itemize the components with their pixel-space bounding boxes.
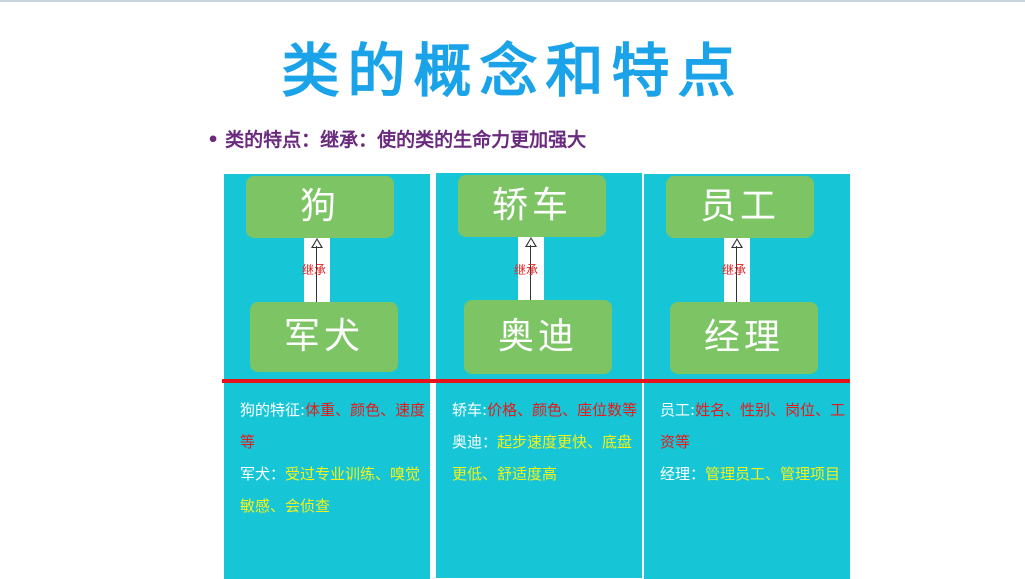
bullet-dot-icon: • xyxy=(207,129,220,151)
panel-description: 员工:姓名、性别、岗位、工资等 经理：管理员工、管理项目 xyxy=(660,394,850,490)
bullet-text: 类的特点：继承：使的类的生命力更加强大 xyxy=(225,129,587,151)
child-class-box: 经理 xyxy=(670,302,818,374)
panel-employee: 员工 继承 经理 员工:姓名、性别、岗位、工资等 经理：管理员工、管理项目 xyxy=(644,174,850,579)
desc-parent-head: 轿车: xyxy=(452,401,488,419)
inheritance-label: 继承 xyxy=(722,263,747,277)
inheritance-connector xyxy=(518,237,544,301)
parent-class-box: 狗 xyxy=(246,176,394,238)
desc-parent-body: 姓名、性别、岗位、工资等 xyxy=(660,401,846,451)
desc-child-body: 受过专业训练、嗅觉敏感、会侦查 xyxy=(240,465,421,515)
desc-child-head: 奥迪： xyxy=(452,433,498,451)
inheritance-label: 继承 xyxy=(514,263,539,277)
desc-parent-body: 价格、颜色、座位数等 xyxy=(487,401,638,419)
desc-child-head: 经理： xyxy=(660,465,706,483)
inheritance-label: 继承 xyxy=(302,263,327,277)
child-class-box: 奥迪 xyxy=(464,300,612,374)
desc-child-body: 管理员工、管理项目 xyxy=(705,465,841,483)
divider-line xyxy=(222,379,850,383)
parent-class-box: 轿车 xyxy=(458,175,606,237)
desc-parent-head: 员工: xyxy=(660,401,696,419)
desc-parent-head: 狗的特征: xyxy=(240,401,306,419)
slide-title: 类的概念和特点 xyxy=(281,37,744,105)
inheritance-connector xyxy=(724,238,750,302)
bullet-point: • 类的特点：继承：使的类的生命力更加强大 xyxy=(207,125,586,152)
child-class-box: 军犬 xyxy=(250,302,398,372)
parent-class-box: 员工 xyxy=(666,176,814,238)
inheritance-connector xyxy=(304,238,330,302)
panel-car: 轿车 继承 奥迪 轿车:价格、颜色、座位数等 奥迪：起步速度更快、底盘更低、舒适… xyxy=(436,173,642,578)
desc-child-body: 起步速度更快、底盘更低、舒适度高 xyxy=(452,433,633,483)
desc-parent-body: 体重、颜色、速度等 xyxy=(240,401,426,451)
panel-description: 轿车:价格、颜色、座位数等 奥迪：起步速度更快、底盘更低、舒适度高 xyxy=(452,394,642,490)
panel-dog: 狗 继承 军犬 狗的特征:体重、颜色、速度等 军犬：受过专业训练、嗅觉敏感、会侦… xyxy=(224,174,430,579)
desc-child-head: 军犬： xyxy=(240,465,286,483)
panel-description: 狗的特征:体重、颜色、速度等 军犬：受过专业训练、嗅觉敏感、会侦查 xyxy=(240,394,430,522)
